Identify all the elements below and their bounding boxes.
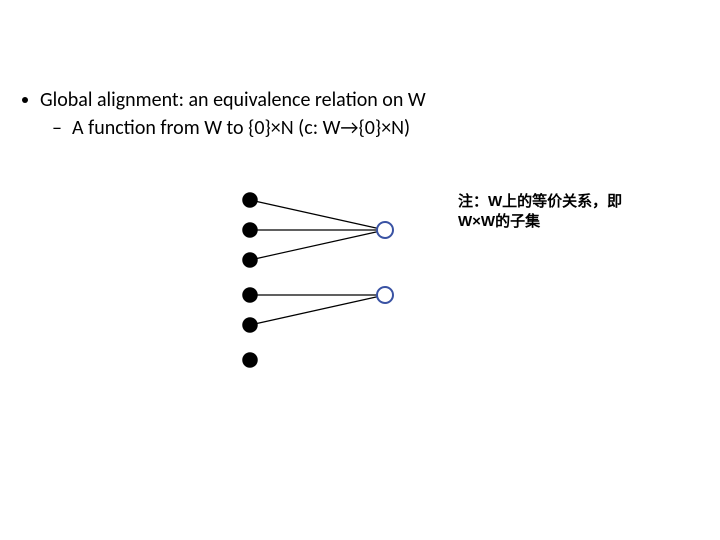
annotation-line1: 注：W上的等价关系，即: [458, 192, 622, 212]
mapping-diagram: [230, 190, 410, 390]
filled-node-icon: [243, 318, 257, 332]
open-node-icon: [377, 287, 393, 303]
bullet-level2-text: A function from W to {0}×N (c: W→{0}×N): [72, 116, 410, 140]
bullet-level2: – A function from W to {0}×N (c: W→{0}×N…: [72, 116, 410, 140]
annotation-note: 注：W上的等价关系，即 W×W的子集: [458, 192, 622, 231]
bullet-dash-icon: –: [52, 116, 62, 140]
edge: [257, 202, 377, 229]
filled-node-icon: [243, 223, 257, 237]
bullet-level1: Global alignment: an equivalence relatio…: [40, 88, 426, 112]
filled-node-icon: [243, 288, 257, 302]
edge: [257, 297, 377, 324]
bullet-level1-text: Global alignment: an equivalence relatio…: [40, 88, 426, 112]
bullet-dot-icon: [22, 97, 28, 103]
filled-node-icon: [243, 193, 257, 207]
annotation-line2: W×W的子集: [458, 212, 622, 232]
edge: [257, 232, 377, 259]
open-node-icon: [377, 222, 393, 238]
filled-node-icon: [243, 253, 257, 267]
filled-node-icon: [243, 353, 257, 367]
